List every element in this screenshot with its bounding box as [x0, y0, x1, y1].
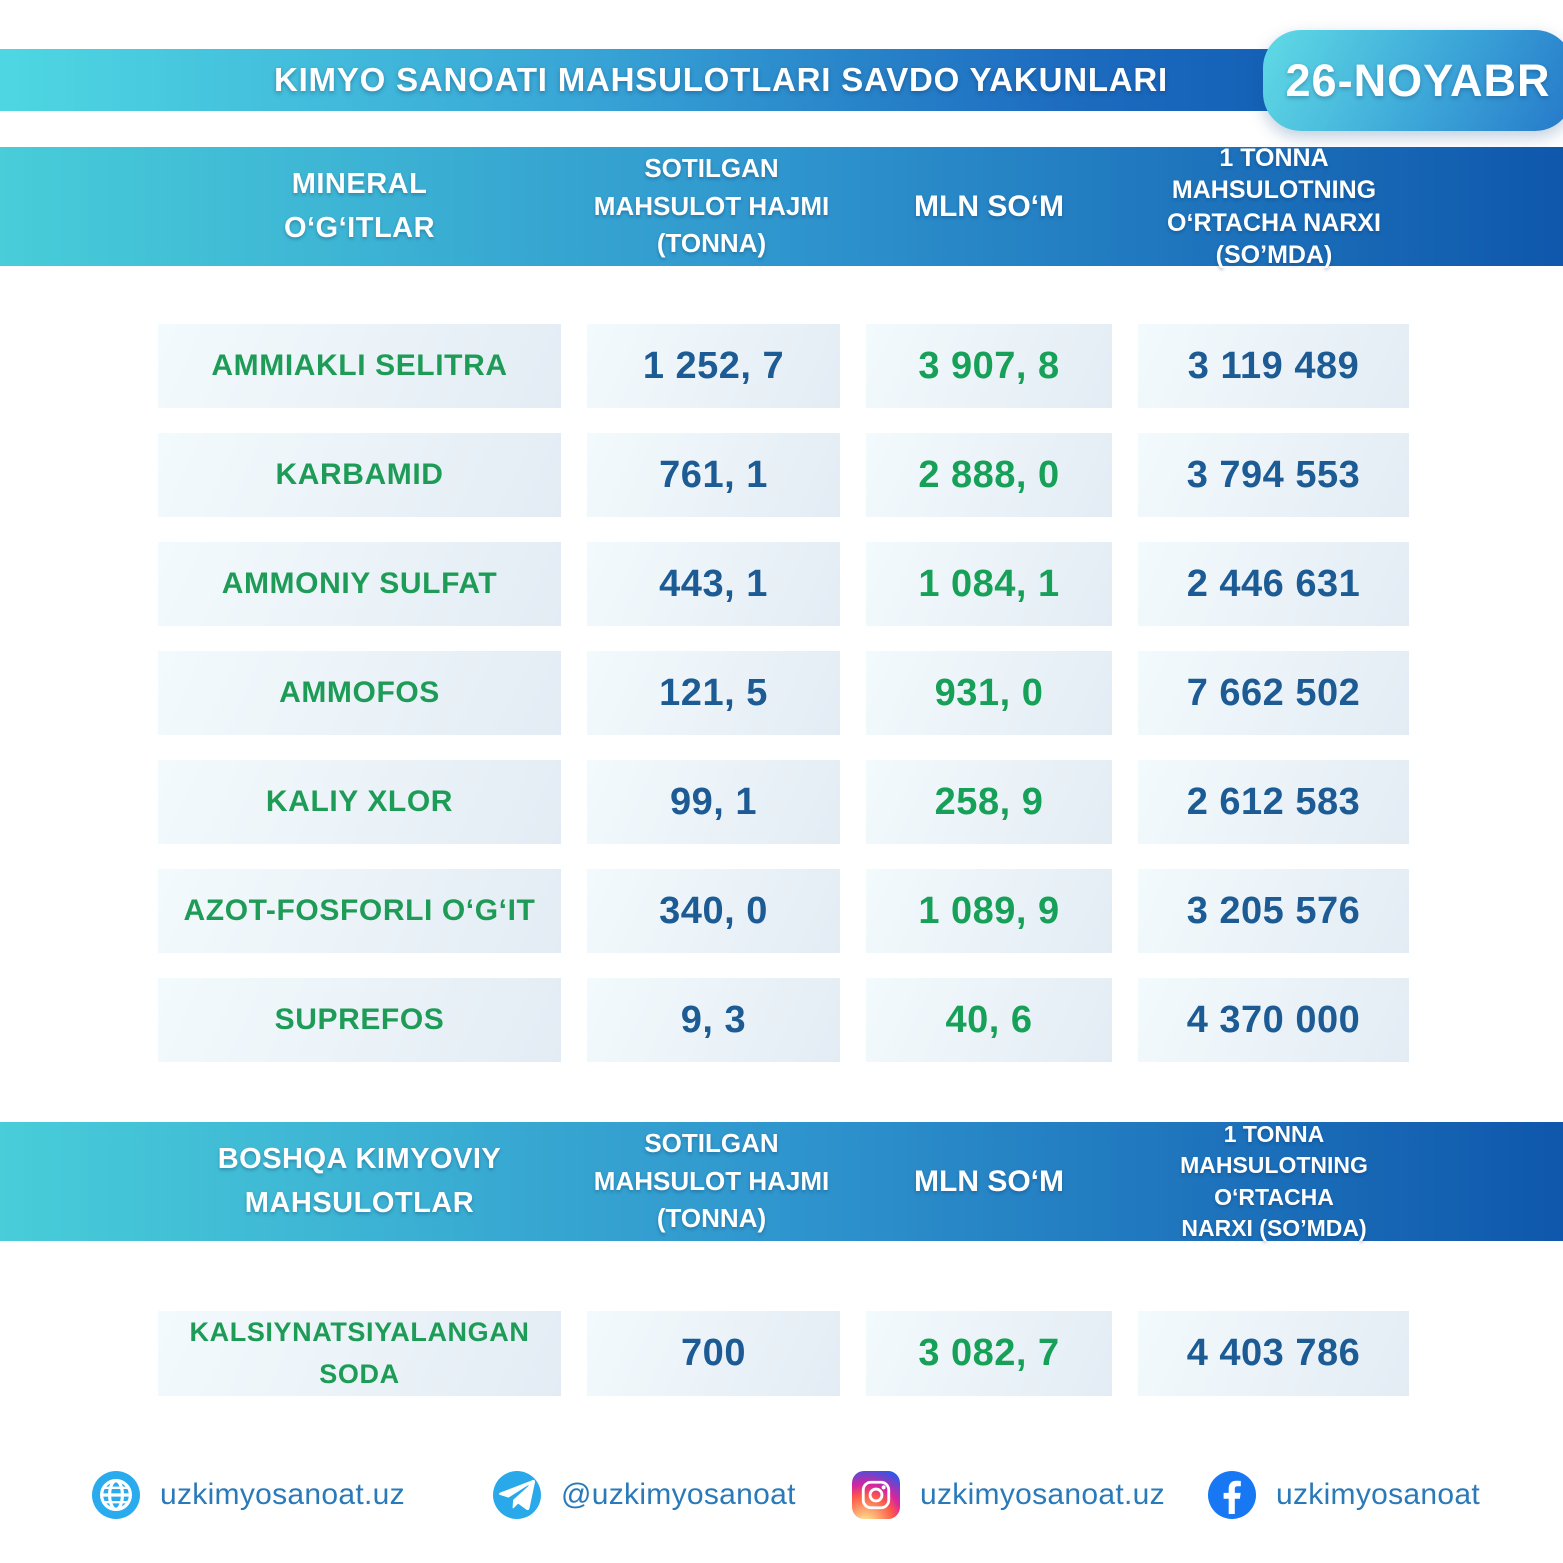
product-name: AMMIAKLI SELITRA: [158, 324, 561, 408]
column-header-mln-som: MLN SOʻM: [865, 1122, 1113, 1241]
mln-value: 3 907, 8: [866, 324, 1112, 408]
header-line: MAHSULOT HAJMI: [593, 1165, 830, 1196]
column-header-volume: SOTILGAN MAHSULOT HAJMI (TONNA): [585, 147, 838, 266]
price-value: 3 794 553: [1138, 433, 1409, 517]
mln-value: 3 082, 7: [866, 1311, 1112, 1396]
table1-header: MINERAL OʻGʻITLAR SOTILGAN MAHSULOT HAJM…: [0, 144, 1563, 270]
mln-value: 40, 6: [866, 978, 1112, 1062]
facebook-icon: [1208, 1471, 1256, 1519]
volume-value: 761, 1: [587, 433, 840, 517]
facebook-label: uzkimyosanoat: [1276, 1478, 1480, 1511]
mln-value: 258, 9: [866, 760, 1112, 844]
header-line: BOSHQA KIMYOVIY: [217, 1143, 502, 1175]
price-value: 3 119 489: [1138, 324, 1409, 408]
globe-icon: [92, 1471, 140, 1519]
header-line: (TONNA): [656, 1203, 767, 1234]
header-line: NARXI (SO’MDA): [1181, 1214, 1367, 1241]
website-label: uzkimyosanoat.uz: [160, 1478, 405, 1511]
table2-header: BOSHQA KIMYOVIY MAHSULOTLAR SOTILGAN MAH…: [0, 1121, 1563, 1241]
header-line: (SO’MDA): [1215, 241, 1333, 269]
header-line: MLN SOʻM: [914, 1164, 1064, 1198]
header-line: MAHSULOTLAR: [244, 1186, 475, 1219]
column-header-mineral-fertilizers: MINERAL OʻGʻITLAR: [158, 147, 561, 266]
table1-body: AMMIAKLI SELITRA 1 252, 7 3 907, 8 3 119…: [158, 324, 1409, 1062]
header-line: (TONNA): [656, 228, 767, 259]
header-line: SOTILGAN: [644, 1127, 779, 1158]
price-value: 3 205 576: [1138, 869, 1409, 953]
volume-value: 9, 3: [587, 978, 840, 1062]
volume-value: 1 252, 7: [587, 324, 840, 408]
page-title: KIMYO SANOATI MAHSULOTLARI SAVDO YAKUNLA…: [273, 61, 1169, 98]
mln-value: 1 084, 1: [866, 542, 1112, 626]
header-line: 1 TONNA MAHSULOTNING: [1180, 1121, 1368, 1179]
price-value: 2 446 631: [1138, 542, 1409, 626]
product-name: AMMOFOS: [158, 651, 561, 735]
product-name: AMMONIY SULFAT: [158, 542, 561, 626]
column-header-mln-som: MLN SOʻM: [865, 147, 1113, 266]
volume-value: 700: [587, 1311, 840, 1396]
instagram-label: uzkimyosanoat.uz: [920, 1478, 1165, 1511]
telegram-label: @uzkimyosanoat: [561, 1478, 796, 1511]
mln-value: 1 089, 9: [866, 869, 1112, 953]
column-header-other-chemicals: BOSHQA KIMYOVIY MAHSULOTLAR: [158, 1122, 561, 1241]
volume-value: 121, 5: [587, 651, 840, 735]
table2-body: KALSIYNATSIYALANGAN SODA 700 3 082, 7 4 …: [158, 1311, 1409, 1396]
header-line: MLN SOʻM: [914, 189, 1064, 223]
telegram-icon: [493, 1471, 541, 1519]
website-link[interactable]: uzkimyosanoat.uz: [92, 1471, 405, 1519]
product-name: KALIY XLOR: [158, 760, 561, 844]
column-header-volume: SOTILGAN MAHSULOT HAJMI (TONNA): [585, 1122, 838, 1241]
header-line: MAHSULOT HAJMI: [593, 190, 830, 221]
date-label: 26-NOYABR: [1285, 54, 1551, 106]
column-header-avg-price: 1 TONNA MAHSULOTNING OʻRTACHA NARXI (SO’…: [1138, 144, 1410, 270]
product-name: AZOT-FOSFORLI OʻGʻIT: [158, 869, 561, 953]
price-value: 4 403 786: [1138, 1311, 1409, 1396]
header-line: SOTILGAN: [644, 152, 779, 183]
date-badge: 26-NOYABR: [1263, 30, 1563, 131]
mln-value: 931, 0: [866, 651, 1112, 735]
volume-value: 443, 1: [587, 542, 840, 626]
mln-value: 2 888, 0: [866, 433, 1112, 517]
volume-value: 99, 1: [587, 760, 840, 844]
product-name: KARBAMID: [158, 433, 561, 517]
column-header-avg-price: 1 TONNA MAHSULOTNING OʻRTACHA NARXI (SO’…: [1138, 1121, 1410, 1241]
price-value: 2 612 583: [1138, 760, 1409, 844]
product-name: SUPREFOS: [158, 978, 561, 1062]
instagram-icon: [852, 1471, 900, 1519]
header-line: MINERAL: [291, 168, 428, 200]
header-line: OʻRTACHA NARXI: [1167, 208, 1381, 237]
telegram-link[interactable]: @uzkimyosanoat: [493, 1471, 796, 1519]
price-value: 7 662 502: [1138, 651, 1409, 735]
header-line: 1 TONNA MAHSULOTNING: [1171, 143, 1377, 205]
price-value: 4 370 000: [1138, 978, 1409, 1062]
volume-value: 340, 0: [587, 869, 840, 953]
product-name-text: KALSIYNATSIYALANGAN SODA: [189, 1316, 530, 1389]
facebook-link[interactable]: uzkimyosanoat: [1208, 1471, 1480, 1519]
header-line: OʻRTACHA: [1214, 1183, 1334, 1210]
product-name: KALSIYNATSIYALANGAN SODA: [158, 1311, 561, 1396]
header-line: OʻGʻITLAR: [283, 211, 436, 244]
title-banner: KIMYO SANOATI MAHSULOTLARI SAVDO YAKUNLA…: [0, 49, 1292, 111]
instagram-link[interactable]: uzkimyosanoat.uz: [852, 1471, 1165, 1519]
